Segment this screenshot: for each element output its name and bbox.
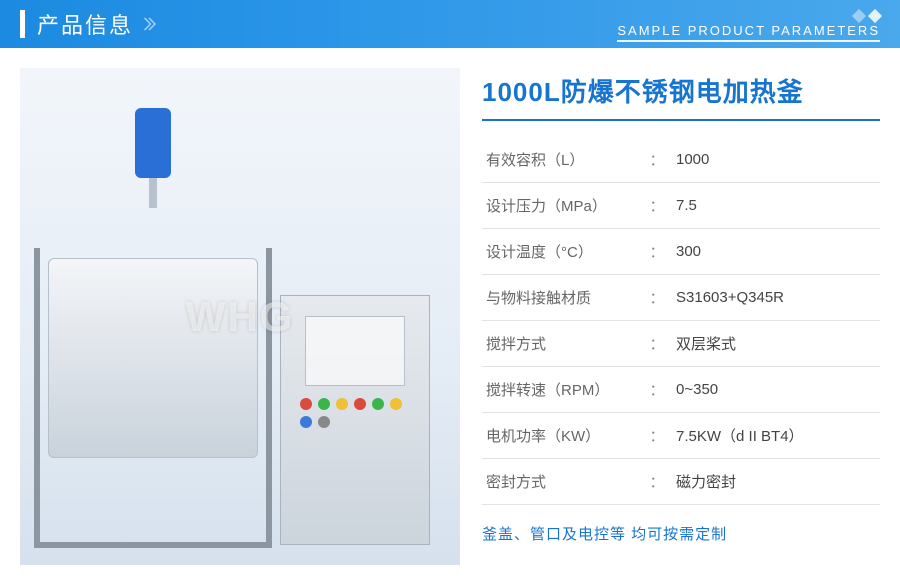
- header-title-cn: 产品信息: [37, 8, 133, 40]
- cabinet-btn-dot: [300, 416, 312, 428]
- cabinet-btn-dot: [318, 398, 330, 410]
- spec-row: 与物料接触材质：S31603+Q345R: [482, 275, 880, 321]
- control-cabinet-shape: [280, 295, 430, 545]
- spec-colon: ：: [642, 459, 672, 505]
- customization-note: 釜盖、管口及电控等 均可按需定制: [482, 523, 880, 544]
- product-photo: WHG: [20, 68, 460, 565]
- header-right: SAMPLE PRODUCT PARAMETERS: [617, 11, 880, 42]
- spec-value: 7.5: [672, 183, 880, 229]
- spec-row: 设计温度（°C）：300: [482, 229, 880, 275]
- spec-row: 有效容积（L）：1000: [482, 137, 880, 183]
- spec-label: 与物料接触材质: [482, 275, 642, 321]
- diamond-decor: [617, 11, 880, 21]
- cabinet-buttons: [300, 398, 410, 428]
- spec-label: 设计压力（MPa）: [482, 183, 642, 229]
- spec-row: 密封方式：磁力密封: [482, 459, 880, 505]
- cabinet-btn-dot: [336, 398, 348, 410]
- product-title: 1000L防爆不锈钢电加热釜: [482, 72, 880, 121]
- spec-value: 1000: [672, 137, 880, 183]
- spec-colon: ：: [642, 275, 672, 321]
- header-accent-bar: [20, 10, 25, 38]
- spec-label: 设计温度（°C）: [482, 229, 642, 275]
- spec-label: 有效容积（L）: [482, 137, 642, 183]
- cabinet-btn-dot: [390, 398, 402, 410]
- spec-colon: ：: [642, 367, 672, 413]
- spec-value: 300: [672, 229, 880, 275]
- cabinet-btn-dot: [372, 398, 384, 410]
- spec-row: 设计压力（MPa）：7.5: [482, 183, 880, 229]
- spec-value: 磁力密封: [672, 459, 880, 505]
- header-title-en: SAMPLE PRODUCT PARAMETERS: [617, 23, 880, 42]
- spec-value: 7.5KW（d II BT4）: [672, 413, 880, 459]
- diamond-icon: [868, 9, 882, 23]
- spec-table-body: 有效容积（L）：1000设计压力（MPa）：7.5设计温度（°C）：300与物料…: [482, 137, 880, 505]
- cabinet-panel: [305, 316, 405, 386]
- spec-colon: ：: [642, 183, 672, 229]
- spec-colon: ：: [642, 321, 672, 367]
- content: WHG 1000L防爆不锈钢电加热釜 有效容积（L）：1000设计压力（MPa）…: [0, 48, 900, 585]
- spec-label: 搅拌方式: [482, 321, 642, 367]
- header-banner: 产品信息 SAMPLE PRODUCT PARAMETERS: [0, 0, 900, 48]
- diamond-icon: [852, 9, 866, 23]
- spec-table: 有效容积（L）：1000设计压力（MPa）：7.5设计温度（°C）：300与物料…: [482, 137, 880, 505]
- spec-colon: ：: [642, 229, 672, 275]
- spec-value: 0~350: [672, 367, 880, 413]
- spec-value: 双层桨式: [672, 321, 880, 367]
- spec-label: 搅拌转速（RPM）: [482, 367, 642, 413]
- spec-row: 电机功率（KW）：7.5KW（d II BT4）: [482, 413, 880, 459]
- spec-colon: ：: [642, 137, 672, 183]
- spec-label: 密封方式: [482, 459, 642, 505]
- cabinet-btn-dot: [300, 398, 312, 410]
- spec-row: 搅拌转速（RPM）：0~350: [482, 367, 880, 413]
- motor-shape: [135, 108, 171, 178]
- spec-value: S31603+Q345R: [672, 275, 880, 321]
- tank-shape: [48, 258, 258, 458]
- chevron-right-icon: [143, 15, 161, 33]
- spec-label: 电机功率（KW）: [482, 413, 642, 459]
- cabinet-btn-dot: [354, 398, 366, 410]
- spec-row: 搅拌方式：双层桨式: [482, 321, 880, 367]
- cabinet-btn-dot: [318, 416, 330, 428]
- spec-panel: 1000L防爆不锈钢电加热釜 有效容积（L）：1000设计压力（MPa）：7.5…: [482, 68, 880, 565]
- spec-colon: ：: [642, 413, 672, 459]
